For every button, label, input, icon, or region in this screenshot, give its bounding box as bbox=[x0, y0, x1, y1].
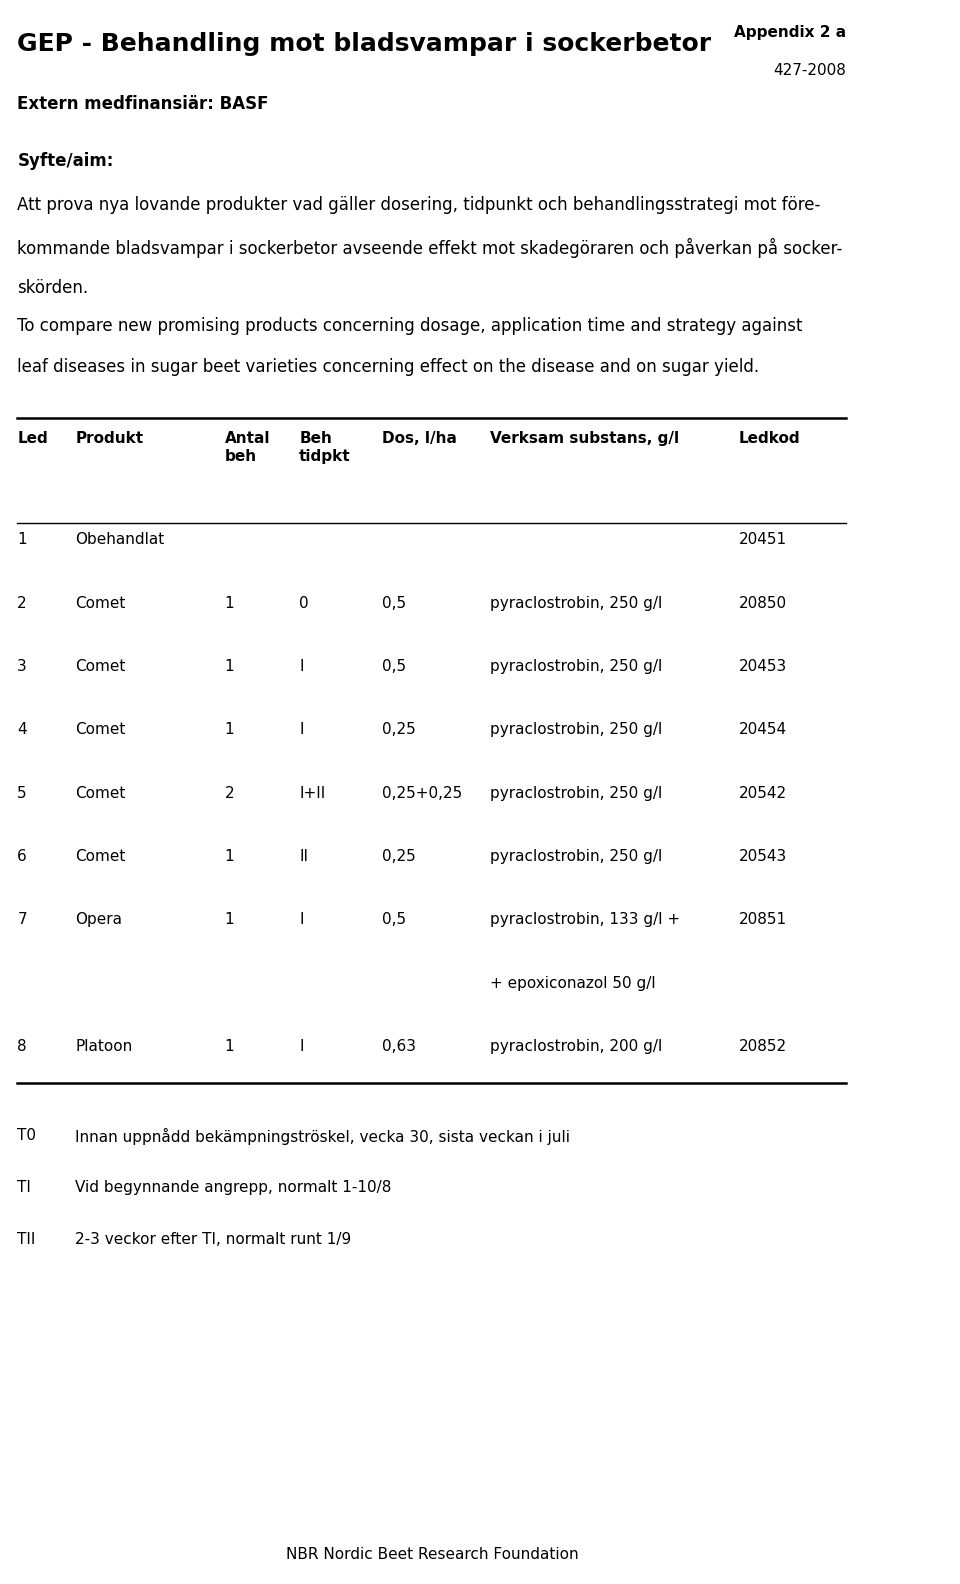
Text: Att prova nya lovande produkter vad gäller dosering, tidpunkt och behandlingsstr: Att prova nya lovande produkter vad gäll… bbox=[17, 196, 821, 214]
Text: 427-2008: 427-2008 bbox=[774, 63, 847, 78]
Text: TII: TII bbox=[17, 1232, 36, 1247]
Text: skörden.: skörden. bbox=[17, 279, 88, 296]
Text: To compare new promising products concerning dosage, application time and strate: To compare new promising products concer… bbox=[17, 317, 803, 334]
Text: Opera: Opera bbox=[75, 912, 122, 927]
Text: 20851: 20851 bbox=[738, 912, 787, 927]
Text: I: I bbox=[300, 722, 303, 737]
Text: 8: 8 bbox=[17, 1039, 27, 1053]
Text: Dos, l/ha: Dos, l/ha bbox=[382, 431, 457, 445]
Text: I+II: I+II bbox=[300, 786, 325, 800]
Text: kommande bladsvampar i sockerbetor avseende effekt mot skadegöraren och påverkan: kommande bladsvampar i sockerbetor avsee… bbox=[17, 238, 843, 258]
Text: Vid begynnande angrepp, normalt 1-10/8: Vid begynnande angrepp, normalt 1-10/8 bbox=[75, 1180, 392, 1194]
Text: 1: 1 bbox=[225, 659, 234, 673]
Text: Comet: Comet bbox=[75, 786, 126, 800]
Text: Extern medfinansiär: BASF: Extern medfinansiär: BASF bbox=[17, 95, 269, 112]
Text: + epoxiconazol 50 g/l: + epoxiconazol 50 g/l bbox=[490, 976, 656, 990]
Text: Syfte/aim:: Syfte/aim: bbox=[17, 152, 113, 169]
Text: 0,5: 0,5 bbox=[382, 596, 406, 610]
Text: 20543: 20543 bbox=[738, 849, 787, 863]
Text: 3: 3 bbox=[17, 659, 27, 673]
Text: 0,25: 0,25 bbox=[382, 849, 416, 863]
Text: 1: 1 bbox=[225, 722, 234, 737]
Text: NBR Nordic Beet Research Foundation: NBR Nordic Beet Research Foundation bbox=[285, 1548, 578, 1562]
Text: Ledkod: Ledkod bbox=[738, 431, 801, 445]
Text: Innan uppnådd bekämpningströskel, vecka 30, sista veckan i juli: Innan uppnådd bekämpningströskel, vecka … bbox=[75, 1128, 570, 1145]
Text: 5: 5 bbox=[17, 786, 27, 800]
Text: pyraclostrobin, 133 g/l +: pyraclostrobin, 133 g/l + bbox=[490, 912, 680, 927]
Text: 2: 2 bbox=[225, 786, 234, 800]
Text: Appendix 2 a: Appendix 2 a bbox=[734, 25, 847, 40]
Text: Beh
tidpkt: Beh tidpkt bbox=[300, 431, 350, 464]
Text: 0,5: 0,5 bbox=[382, 912, 406, 927]
Text: 20451: 20451 bbox=[738, 532, 787, 546]
Text: Comet: Comet bbox=[75, 849, 126, 863]
Text: 0,25: 0,25 bbox=[382, 722, 416, 737]
Text: Produkt: Produkt bbox=[75, 431, 143, 445]
Text: T0: T0 bbox=[17, 1128, 36, 1142]
Text: TI: TI bbox=[17, 1180, 31, 1194]
Text: pyraclostrobin, 250 g/l: pyraclostrobin, 250 g/l bbox=[490, 786, 662, 800]
Text: 20852: 20852 bbox=[738, 1039, 787, 1053]
Text: pyraclostrobin, 250 g/l: pyraclostrobin, 250 g/l bbox=[490, 596, 662, 610]
Text: 1: 1 bbox=[225, 849, 234, 863]
Text: 20454: 20454 bbox=[738, 722, 787, 737]
Text: I: I bbox=[300, 1039, 303, 1053]
Text: Platoon: Platoon bbox=[75, 1039, 132, 1053]
Text: I: I bbox=[300, 912, 303, 927]
Text: 7: 7 bbox=[17, 912, 27, 927]
Text: Comet: Comet bbox=[75, 659, 126, 673]
Text: 20453: 20453 bbox=[738, 659, 787, 673]
Text: 20850: 20850 bbox=[738, 596, 787, 610]
Text: II: II bbox=[300, 849, 308, 863]
Text: 2: 2 bbox=[17, 596, 27, 610]
Text: pyraclostrobin, 200 g/l: pyraclostrobin, 200 g/l bbox=[490, 1039, 662, 1053]
Text: pyraclostrobin, 250 g/l: pyraclostrobin, 250 g/l bbox=[490, 659, 662, 673]
Text: pyraclostrobin, 250 g/l: pyraclostrobin, 250 g/l bbox=[490, 722, 662, 737]
Text: leaf diseases in sugar beet varieties concerning effect on the disease and on su: leaf diseases in sugar beet varieties co… bbox=[17, 358, 759, 375]
Text: 0,63: 0,63 bbox=[382, 1039, 416, 1053]
Text: Verksam substans, g/l: Verksam substans, g/l bbox=[490, 431, 679, 445]
Text: Comet: Comet bbox=[75, 596, 126, 610]
Text: 1: 1 bbox=[225, 912, 234, 927]
Text: Led: Led bbox=[17, 431, 48, 445]
Text: 0: 0 bbox=[300, 596, 309, 610]
Text: 4: 4 bbox=[17, 722, 27, 737]
Text: Obehandlat: Obehandlat bbox=[75, 532, 164, 546]
Text: pyraclostrobin, 250 g/l: pyraclostrobin, 250 g/l bbox=[490, 849, 662, 863]
Text: 2-3 veckor efter TI, normalt runt 1/9: 2-3 veckor efter TI, normalt runt 1/9 bbox=[75, 1232, 351, 1247]
Text: Comet: Comet bbox=[75, 722, 126, 737]
Text: Antal
beh: Antal beh bbox=[225, 431, 270, 464]
Text: 0,25+0,25: 0,25+0,25 bbox=[382, 786, 463, 800]
Text: 0,5: 0,5 bbox=[382, 659, 406, 673]
Text: 1: 1 bbox=[225, 1039, 234, 1053]
Text: GEP - Behandling mot bladsvampar i sockerbetor: GEP - Behandling mot bladsvampar i socke… bbox=[17, 32, 711, 55]
Text: 20542: 20542 bbox=[738, 786, 787, 800]
Text: 1: 1 bbox=[17, 532, 27, 546]
Text: 1: 1 bbox=[225, 596, 234, 610]
Text: I: I bbox=[300, 659, 303, 673]
Text: 6: 6 bbox=[17, 849, 27, 863]
